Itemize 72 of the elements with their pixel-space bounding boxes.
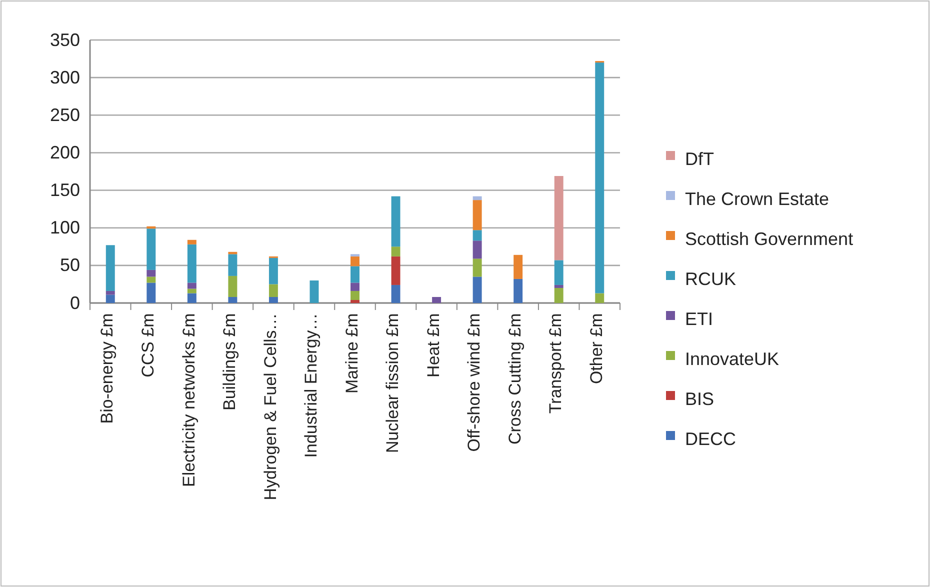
- bar: [554, 260, 564, 285]
- y-tick-label: 100: [50, 218, 80, 238]
- x-tick-label: Off-shore wind £m: [464, 313, 484, 452]
- x-tick-label: Cross Cutting £m: [505, 313, 524, 445]
- bar: [146, 276, 156, 283]
- x-tick-label: Marine £m: [342, 313, 362, 394]
- bar: [554, 176, 564, 260]
- x-tick-label: Bio-energy £m: [98, 313, 117, 424]
- bar: [350, 282, 360, 291]
- bar: [391, 284, 400, 303]
- bar: [554, 284, 564, 288]
- bar: [350, 266, 360, 283]
- x-tick-label: Buildings £m: [220, 313, 240, 411]
- bar: [514, 278, 523, 303]
- legend-label: RCUK: [685, 268, 736, 289]
- bar: [432, 296, 442, 303]
- y-tick-label: 250: [50, 104, 80, 125]
- y-tick-label: 300: [50, 67, 80, 88]
- y-tick-label: 0: [70, 292, 80, 313]
- bar: [106, 294, 115, 303]
- bar: [554, 288, 564, 303]
- y-tick-label: 350: [50, 30, 80, 50]
- bar: [228, 254, 238, 276]
- x-tick-label: Electricity networks £m: [179, 313, 198, 488]
- bar: [187, 244, 196, 283]
- legend-label: ETI: [685, 308, 714, 329]
- bar: [268, 284, 278, 297]
- bar: [391, 256, 400, 285]
- x-tick-label: Hydrogen & Fuel Cells…: [260, 313, 280, 500]
- bar: [595, 62, 604, 294]
- bar: [514, 254, 523, 279]
- legend-label: InnovateUK: [685, 348, 780, 369]
- bar: [187, 282, 196, 289]
- bar: [187, 288, 196, 294]
- y-tick-label: 200: [50, 142, 80, 162]
- y-tick-label: 50: [60, 255, 80, 276]
- legend-label: DECC: [685, 428, 736, 449]
- bar: [472, 230, 482, 241]
- bar: [350, 256, 360, 266]
- bar: [391, 246, 400, 256]
- bar: [310, 280, 319, 303]
- bar: [268, 258, 278, 284]
- bar: [391, 196, 400, 247]
- bar: [350, 290, 360, 300]
- bar: [350, 300, 360, 303]
- x-tick-label: Other £m: [586, 313, 606, 384]
- bar: [472, 196, 482, 200]
- x-tick-label: Transport £m: [546, 313, 566, 414]
- legend-label: BIS: [685, 388, 714, 409]
- bar: [187, 293, 196, 303]
- bar: [106, 290, 115, 295]
- bar: [146, 282, 156, 303]
- x-tick-label: Industrial Energy…: [302, 313, 321, 458]
- bar: [472, 200, 482, 230]
- bar: [472, 276, 482, 303]
- bar: [146, 270, 156, 277]
- x-tick-label: Heat £m: [424, 313, 443, 378]
- bar: [106, 245, 115, 291]
- bar: [187, 240, 196, 244]
- bar: [228, 296, 238, 303]
- x-tick-label: CCS £m: [138, 313, 158, 378]
- y-tick-label: 150: [50, 180, 80, 200]
- legend-label: The Crown Estate: [685, 188, 830, 209]
- x-tick-label: Nuclear fission £m: [383, 313, 402, 454]
- legend-label: DfT: [685, 148, 714, 169]
- bar: [472, 240, 482, 259]
- bar: [268, 296, 278, 303]
- bar: [595, 293, 604, 303]
- legend-label: Scottish Government: [685, 228, 854, 249]
- bar: [228, 276, 238, 297]
- bar: [146, 228, 156, 270]
- bar: [472, 258, 482, 277]
